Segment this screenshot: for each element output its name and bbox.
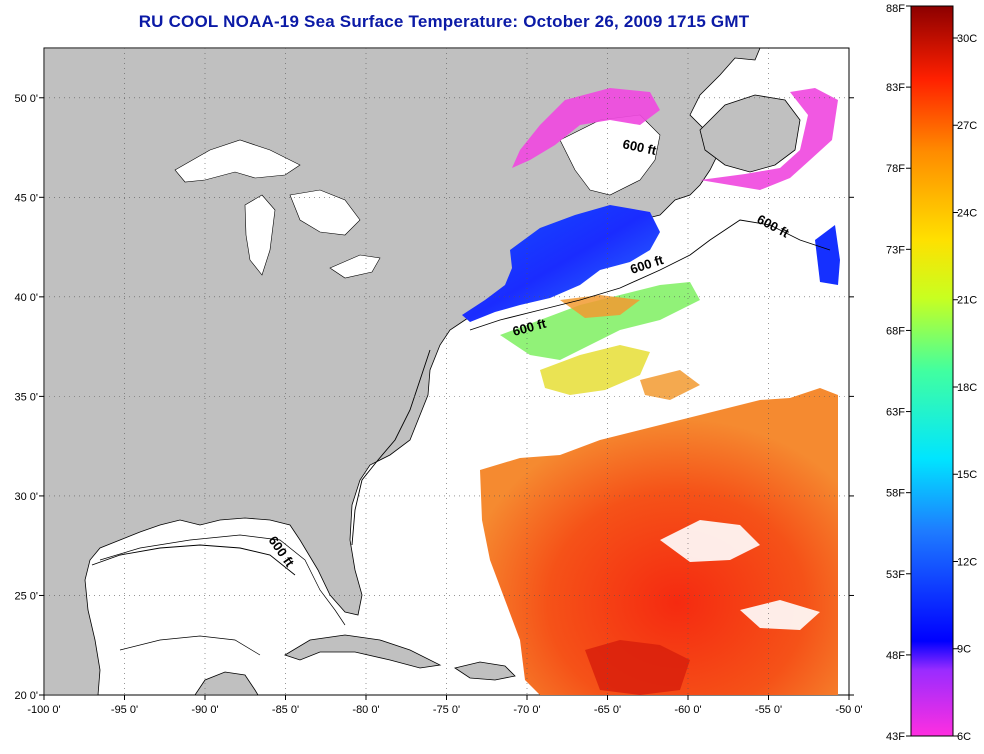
lon-tick-label: -85 0' [272, 704, 299, 716]
gulf-of-mexico-shelf [99, 534, 346, 656]
colorbar-f-tick-label: 48F [886, 650, 905, 662]
colorbar-c-tick-label: 24C [957, 207, 977, 219]
colorbar-celsius-ticks: 30C 27C 24C 21C 18C 15C 12C 9C 6C [953, 33, 977, 743]
isobath-600ft [91, 219, 831, 576]
colorbar-f-tick-label: 63F [886, 407, 905, 419]
colorbar-f-tick-label: 88F [886, 3, 905, 15]
sst-transition-orange-blobs [560, 295, 700, 400]
lon-tick-label: -65 0' [594, 704, 621, 716]
land-north-america [44, 48, 761, 695]
sst-blue-east-patch [815, 225, 840, 285]
graticule [44, 48, 849, 695]
land-hispaniola [454, 661, 516, 681]
lon-tick-label: -90 0' [191, 704, 218, 716]
lat-tick-label: 50 0' [14, 93, 38, 105]
lon-tick-label: -95 0' [111, 704, 138, 716]
lon-tick-label: -55 0' [755, 704, 782, 716]
lat-tick-label: 45 0' [14, 192, 38, 204]
colorbar-f-tick-label: 73F [886, 244, 905, 256]
colorbar-f-tick-label: 83F [886, 82, 905, 94]
land-newfoundland [699, 94, 801, 173]
sst-warm-sargasso [480, 388, 838, 695]
lon-tick-label: -75 0' [433, 704, 460, 716]
colorbar-c-tick-label: 27C [957, 120, 977, 132]
sst-transition-yellow [540, 345, 650, 395]
lat-tick-label: 40 0' [14, 292, 38, 304]
sst-hot-patch [585, 640, 690, 695]
colorbar-c-tick-label: 9C [957, 644, 971, 656]
great-lakes [174, 139, 381, 279]
sst-cold-gulf-of-maine [462, 205, 660, 322]
colorbar-c-tick-label: 21C [957, 295, 977, 307]
contour-label-gulf-st-lawrence: 600 ft [621, 136, 658, 158]
colorbar-f-tick-label: 43F [886, 731, 905, 743]
colorbar-c-tick-label: 6C [957, 731, 971, 743]
colorbar-f-tick-label: 68F [886, 325, 905, 337]
lon-tick-label: -100 0' [27, 704, 60, 716]
colorbar [910, 5, 954, 737]
colorbar-c-tick-label: 12C [957, 556, 977, 568]
latitude-ticks: 50 0' 45 0' 40 0' 35 0' 30 0' 25 0' 20 0' [14, 93, 854, 702]
map-title: RU COOL NOAA-19 Sea Surface Temperature:… [138, 12, 750, 31]
colorbar-c-tick-label: 18C [957, 382, 977, 394]
longitude-ticks: -100 0' -95 0' -90 0' -85 0' -80 0' -75 0' -70… [27, 695, 863, 716]
colorbar-c-tick-label: 30C [957, 33, 977, 45]
lon-tick-label: -80 0' [352, 704, 379, 716]
lon-tick-label: -60 0' [674, 704, 701, 716]
lon-tick-label: -50 0' [835, 704, 862, 716]
colorbar-f-tick-label: 53F [886, 569, 905, 581]
land-cuba [284, 634, 442, 669]
land-yucatan [194, 671, 259, 695]
lat-tick-label: 25 0' [14, 590, 38, 602]
lat-tick-label: 20 0' [14, 690, 38, 702]
sst-cloud-mask [660, 520, 820, 630]
lat-tick-label: 35 0' [14, 391, 38, 403]
colorbar-f-tick-label: 58F [886, 488, 905, 500]
sst-coldest-labrador [512, 88, 838, 190]
colorbar-c-tick-label: 15C [957, 469, 977, 481]
colorbar-f-tick-label: 78F [886, 163, 905, 175]
sst-transition-zone [500, 282, 700, 360]
colorbar-fahrenheit-ticks: 88F 83F 78F 73F 68F 63F 58F 53F 48F 43F [886, 3, 911, 743]
lon-tick-label: -70 0' [513, 704, 540, 716]
lat-tick-label: 30 0' [14, 491, 38, 503]
